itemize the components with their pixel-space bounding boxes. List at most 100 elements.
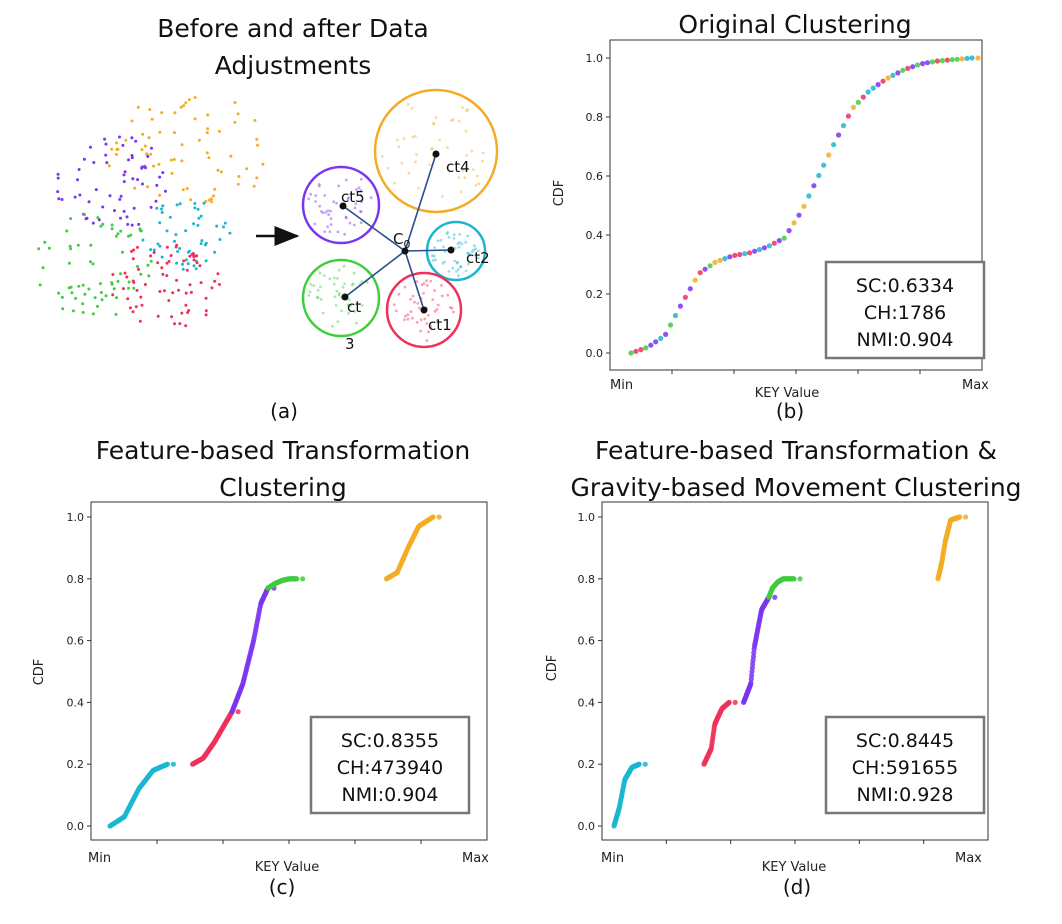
panel-b-data-point <box>811 183 817 189</box>
scatter-point <box>121 287 125 291</box>
scatter-point <box>130 136 134 140</box>
panel-d-data-point <box>642 761 648 767</box>
global-center-point <box>401 247 409 255</box>
scatter-point <box>81 302 85 306</box>
centroid-label-ct5: ct5 <box>341 188 365 206</box>
scatter-point <box>204 259 208 263</box>
panel-b-data-point <box>900 67 906 73</box>
scatter-point <box>65 229 69 233</box>
scatter-point <box>218 283 221 286</box>
centroid-label-ct3-line1: ct <box>347 298 361 316</box>
scatter-point <box>189 290 193 294</box>
scatter-point <box>160 210 164 214</box>
panel-b-data-point <box>658 335 664 341</box>
scatter-point <box>139 295 143 299</box>
panel-d-ytick-label: 0.2 <box>578 758 596 771</box>
cluster-member-point <box>431 147 434 151</box>
cluster-member-point <box>349 304 352 308</box>
cluster-member-point <box>447 236 451 239</box>
scatter-point <box>97 218 101 222</box>
scatter-point <box>37 247 41 251</box>
scatter-point <box>158 193 162 197</box>
panel-b-ytick-label: 0.6 <box>586 170 604 183</box>
centroid-point-ct4 <box>432 150 440 158</box>
panel-b-data-point <box>929 59 936 65</box>
cluster-member-point <box>457 274 460 278</box>
scatter-point <box>193 96 197 99</box>
cluster-member-point <box>407 171 411 175</box>
cluster-member-point <box>329 217 333 221</box>
cluster-member-point <box>403 318 406 322</box>
cluster-member-point <box>327 213 330 217</box>
cluster-member-point <box>332 282 336 286</box>
centroid-link-ct1 <box>404 250 425 311</box>
scatter-point <box>83 292 87 296</box>
scatter-point <box>189 198 193 202</box>
cluster-member-point <box>441 195 444 198</box>
scatter-point <box>219 170 223 174</box>
panel-b-data-point <box>910 64 916 70</box>
cluster-member-point <box>417 306 421 310</box>
cluster-member-point <box>342 264 346 268</box>
cluster-member-point <box>343 282 346 286</box>
cluster-member-point <box>457 119 461 123</box>
cluster-member-point <box>451 266 455 270</box>
scatter-point <box>185 268 189 272</box>
cluster-member-point <box>481 151 485 155</box>
scatter-point <box>200 239 204 243</box>
panel-b-data-point <box>737 251 743 258</box>
scatter-point <box>184 303 188 307</box>
panel-b-data-point <box>865 89 871 95</box>
scatter-point <box>91 312 95 316</box>
scatter-point <box>136 178 140 182</box>
panel-b-data-point <box>796 212 802 218</box>
scatter-point <box>91 262 95 266</box>
panel-b-data-point <box>934 58 941 64</box>
cluster-member-point <box>331 325 334 328</box>
cluster-member-point <box>335 201 338 205</box>
scatter-point <box>82 157 86 161</box>
scatter-point <box>184 258 188 262</box>
cluster-member-point <box>440 284 443 287</box>
scatter-point <box>119 272 123 276</box>
cluster-member-point <box>323 194 327 197</box>
panel-b-data-point <box>959 56 965 62</box>
cluster-member-point <box>329 223 333 226</box>
scatter-point <box>171 291 175 295</box>
panel-c-xtick-min-label: Min <box>88 851 111 866</box>
panel-d-stat-nmi: NMI:0.928 <box>856 784 953 806</box>
panel-d-series-4 <box>766 576 803 600</box>
cluster-member-point <box>463 176 467 180</box>
scatter-point <box>261 162 265 166</box>
panel-b-ylabel: CDF <box>552 180 567 207</box>
panel-d-series-2 <box>701 699 738 767</box>
cluster-member-point <box>414 134 417 138</box>
scatter-point <box>136 105 140 109</box>
scatter-point <box>124 138 128 142</box>
scatter-point <box>206 113 210 117</box>
panel-c-ytick-label: 0.0 <box>67 820 85 833</box>
center-label: C0 <box>393 230 410 251</box>
scatter-point <box>104 142 108 146</box>
panel-b-data-point <box>781 235 787 241</box>
cluster-member-point <box>380 155 384 158</box>
panel-d-data-point <box>963 514 969 520</box>
panel-b-xlabel: KEY Value <box>755 386 820 401</box>
panel-b-stats-box <box>824 260 986 360</box>
scatter-point <box>167 299 171 302</box>
scatter-point <box>173 239 176 243</box>
scatter-point <box>156 242 160 246</box>
scatter-point <box>126 297 130 301</box>
cluster-member-point <box>312 284 316 287</box>
cluster-member-point <box>400 161 404 165</box>
cluster-member-point <box>414 160 417 164</box>
panel-d-data-point <box>791 576 797 582</box>
cluster-member-point <box>458 232 462 236</box>
scatter-point <box>206 127 210 131</box>
scatter-point <box>193 202 197 205</box>
cluster-member-point <box>473 244 476 248</box>
scatter-point <box>134 305 138 309</box>
panel-a: Before and after Data Adjustments ct4 ct… <box>37 14 499 423</box>
cluster-member-point <box>459 190 463 194</box>
scatter-point <box>128 306 132 310</box>
